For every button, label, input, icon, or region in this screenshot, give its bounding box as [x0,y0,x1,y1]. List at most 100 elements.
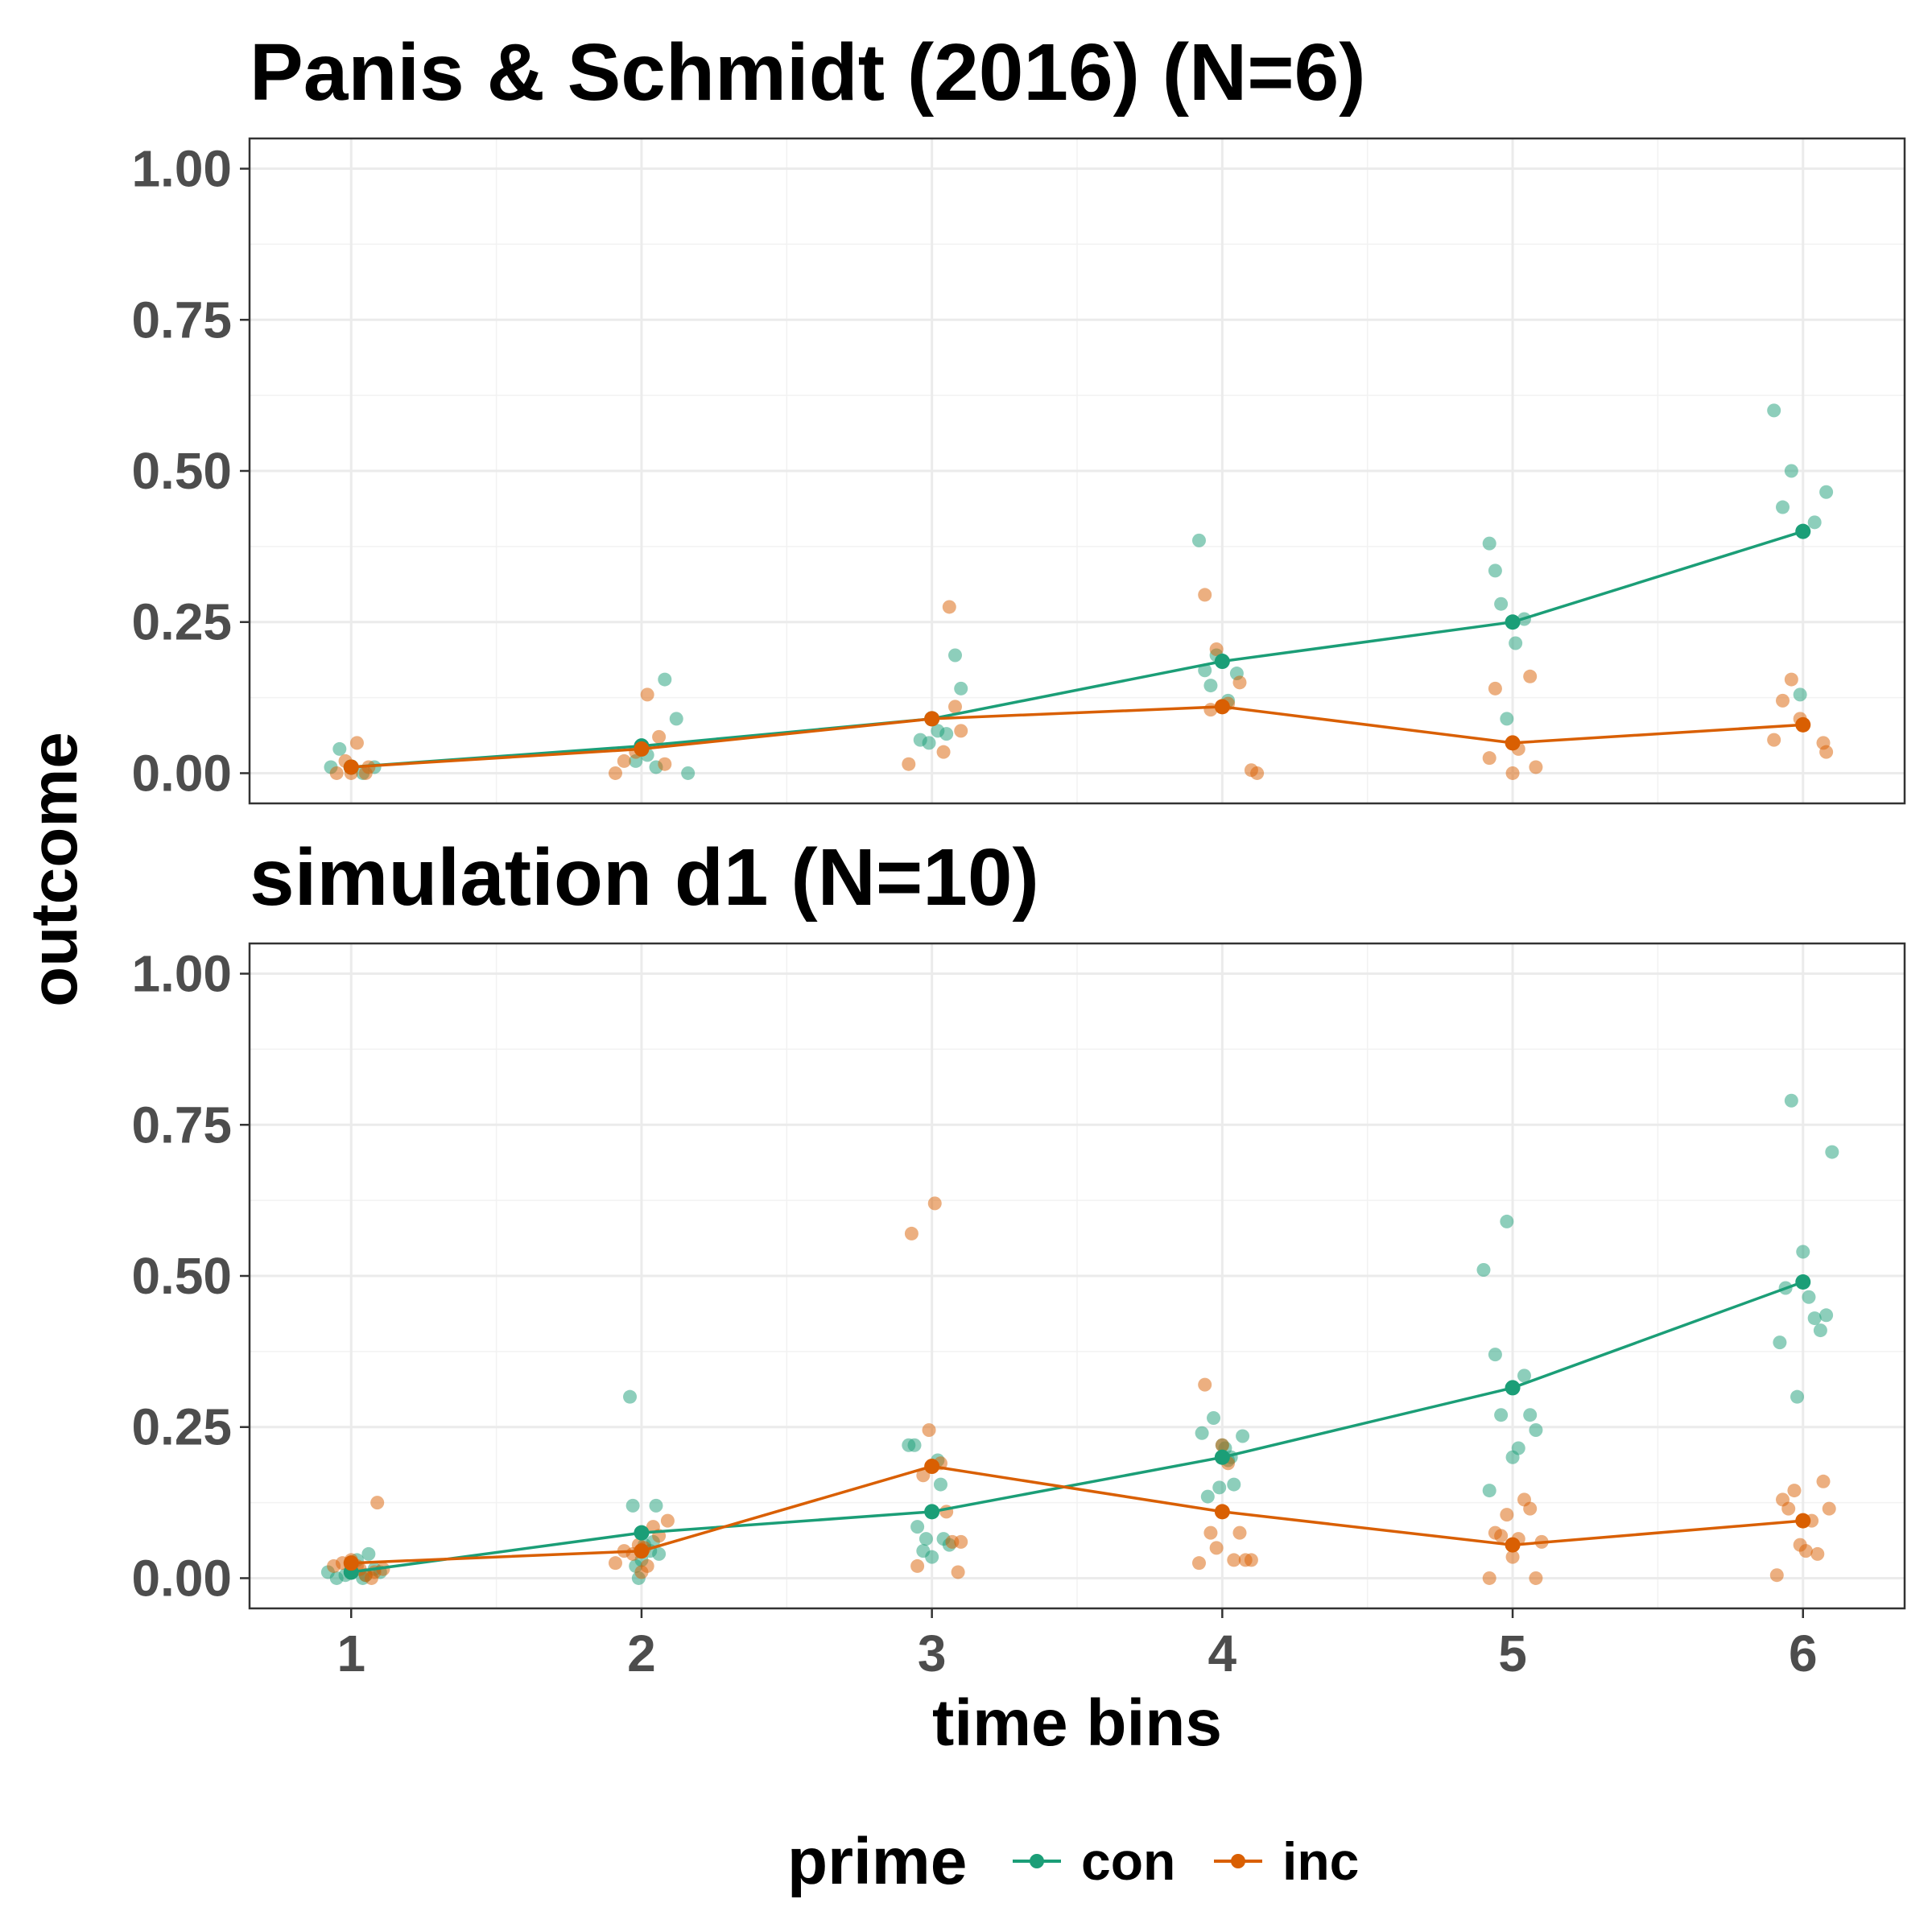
point-con [1207,1410,1221,1425]
mean-point-con [1795,1274,1811,1290]
point-con [1767,403,1781,418]
y-tick-label: 0.75 [131,1096,232,1154]
point-con [658,672,672,687]
point-inc [936,745,951,759]
point-con [649,1498,663,1513]
panel-1-marks [324,403,1834,780]
mean-point-con [1795,523,1811,539]
legend-item-con: con [1013,1831,1175,1891]
y-tick-label: 0.00 [131,1549,232,1607]
x-axis-title: time bins [932,1686,1222,1760]
panel-1-grid [250,138,1905,803]
point-inc [1250,766,1265,780]
panel-2: 0.00 0.25 0.50 0.75 1.00 1 2 3 4 5 6 [131,942,1906,1682]
point-con [1802,1290,1816,1304]
point-inc [1500,1508,1514,1522]
point-con [1773,1335,1787,1350]
point-inc [910,1558,925,1573]
point-con [1212,1480,1227,1495]
mean-point-con [634,1525,650,1541]
point-con [623,1389,638,1404]
point-inc [1232,1525,1247,1540]
point-con [652,1546,667,1561]
point-con [681,766,696,780]
point-con [1807,515,1822,530]
y-tick-label: 0.00 [131,744,232,802]
point-inc [349,736,364,750]
point-con [1796,1245,1810,1259]
point-inc [640,687,654,702]
panel-2-grid [250,943,1905,1608]
mean-point-con [924,1504,940,1520]
point-inc [1209,1541,1224,1555]
point-con [1200,1489,1215,1504]
point-inc [660,1513,675,1528]
point-con [1482,536,1496,551]
point-con [1529,1422,1543,1437]
point-inc [1203,1525,1218,1540]
point-con [1523,1408,1538,1422]
legend: prime con inc [787,1825,1359,1898]
point-con [1494,597,1509,611]
y-tick-label: 0.25 [131,593,232,651]
legend-swatch-dot-inc [1231,1854,1245,1868]
point-inc [1523,1501,1538,1516]
point-inc [1488,681,1502,696]
point-con [954,681,968,696]
point-inc [1523,669,1538,683]
point-con [1776,500,1790,514]
point-con [1488,564,1502,578]
x-tick-label: 6 [1789,1624,1818,1682]
panel-2-title: simulation d1 (N=10) [250,832,1039,923]
mean-point-inc [1795,1513,1811,1529]
point-inc [948,700,963,714]
point-con [1807,1311,1822,1326]
point-inc [1227,1553,1241,1567]
point-inc [608,766,622,780]
mean-point-inc [924,1459,940,1475]
mean-point-inc [634,741,650,757]
point-con [1482,1484,1496,1498]
y-tick-label: 0.75 [131,291,232,349]
point-inc [640,1558,654,1573]
point-inc [652,729,667,744]
point-con [1476,1262,1491,1277]
mean-point-inc [343,759,359,775]
point-con [1784,464,1798,478]
x-tick-label: 3 [918,1624,947,1682]
point-inc [1781,1501,1796,1516]
point-con [1509,636,1523,650]
mean-line-inc [351,1464,1803,1565]
legend-title: prime [787,1825,967,1898]
point-inc [954,724,968,738]
point-con [939,727,954,741]
point-inc [1244,1553,1258,1567]
point-con [907,1438,922,1452]
point-con [669,712,683,726]
point-con [1511,1441,1525,1455]
point-inc [1819,745,1834,759]
panel-2-y-axis: 0.00 0.25 0.50 0.75 1.00 [131,945,250,1607]
point-con [948,648,963,663]
point-con [1793,687,1807,702]
point-inc [370,1496,385,1510]
point-con [1227,1477,1241,1492]
x-tick-label: 5 [1498,1624,1527,1682]
mean-point-inc [1214,699,1230,715]
point-inc [951,1565,965,1579]
mean-line-con [351,530,1804,769]
point-inc [1776,693,1790,708]
point-inc [954,1534,968,1549]
point-con [1203,679,1218,693]
mean-line-con [350,1280,1804,1574]
mean-line-inc [351,705,1803,769]
point-con [1236,1429,1250,1443]
point-con [361,1546,376,1561]
point-inc [658,757,672,771]
point-inc [1494,1529,1509,1543]
mean-point-inc [1214,1504,1230,1520]
panel-2-marks [320,1093,1839,1585]
point-inc [617,753,631,768]
mean-point-con [1214,654,1230,670]
